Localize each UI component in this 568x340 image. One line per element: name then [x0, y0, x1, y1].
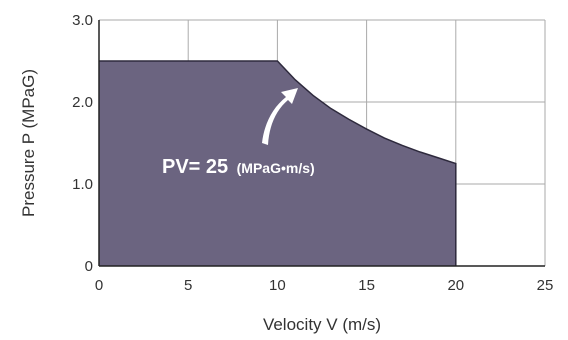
y-tick-labels: 0 1.0 2.0 3.0 [72, 12, 93, 275]
pv-limit-line [99, 60, 457, 266]
y-axis-label: Pressure P (MPaG) [19, 69, 38, 217]
x-tick-label: 5 [184, 277, 192, 294]
y-tick-label: 0 [85, 258, 93, 275]
pv-area [99, 61, 456, 266]
axes [98, 20, 545, 267]
y-tick-label: 1.0 [72, 176, 93, 193]
pv-annotation-main: PV= 25 [162, 156, 228, 178]
x-tick-label: 15 [358, 277, 375, 294]
x-axis-label: Velocity V (m/s) [263, 315, 381, 334]
pv-annotation: PV= 25 (MPaG•m/s) [162, 156, 315, 178]
x-tick-labels: 0 5 10 15 20 25 [95, 277, 554, 294]
x-tick-label: 20 [447, 277, 464, 294]
x-tick-label: 0 [95, 277, 103, 294]
x-tick-label: 10 [269, 277, 286, 294]
x-tick-label: 25 [537, 277, 554, 294]
y-tick-label: 2.0 [72, 94, 93, 111]
y-tick-label: 3.0 [72, 12, 93, 29]
annotation-arrow [262, 88, 298, 145]
pv-annotation-unit: (MPaG•m/s) [237, 160, 315, 176]
